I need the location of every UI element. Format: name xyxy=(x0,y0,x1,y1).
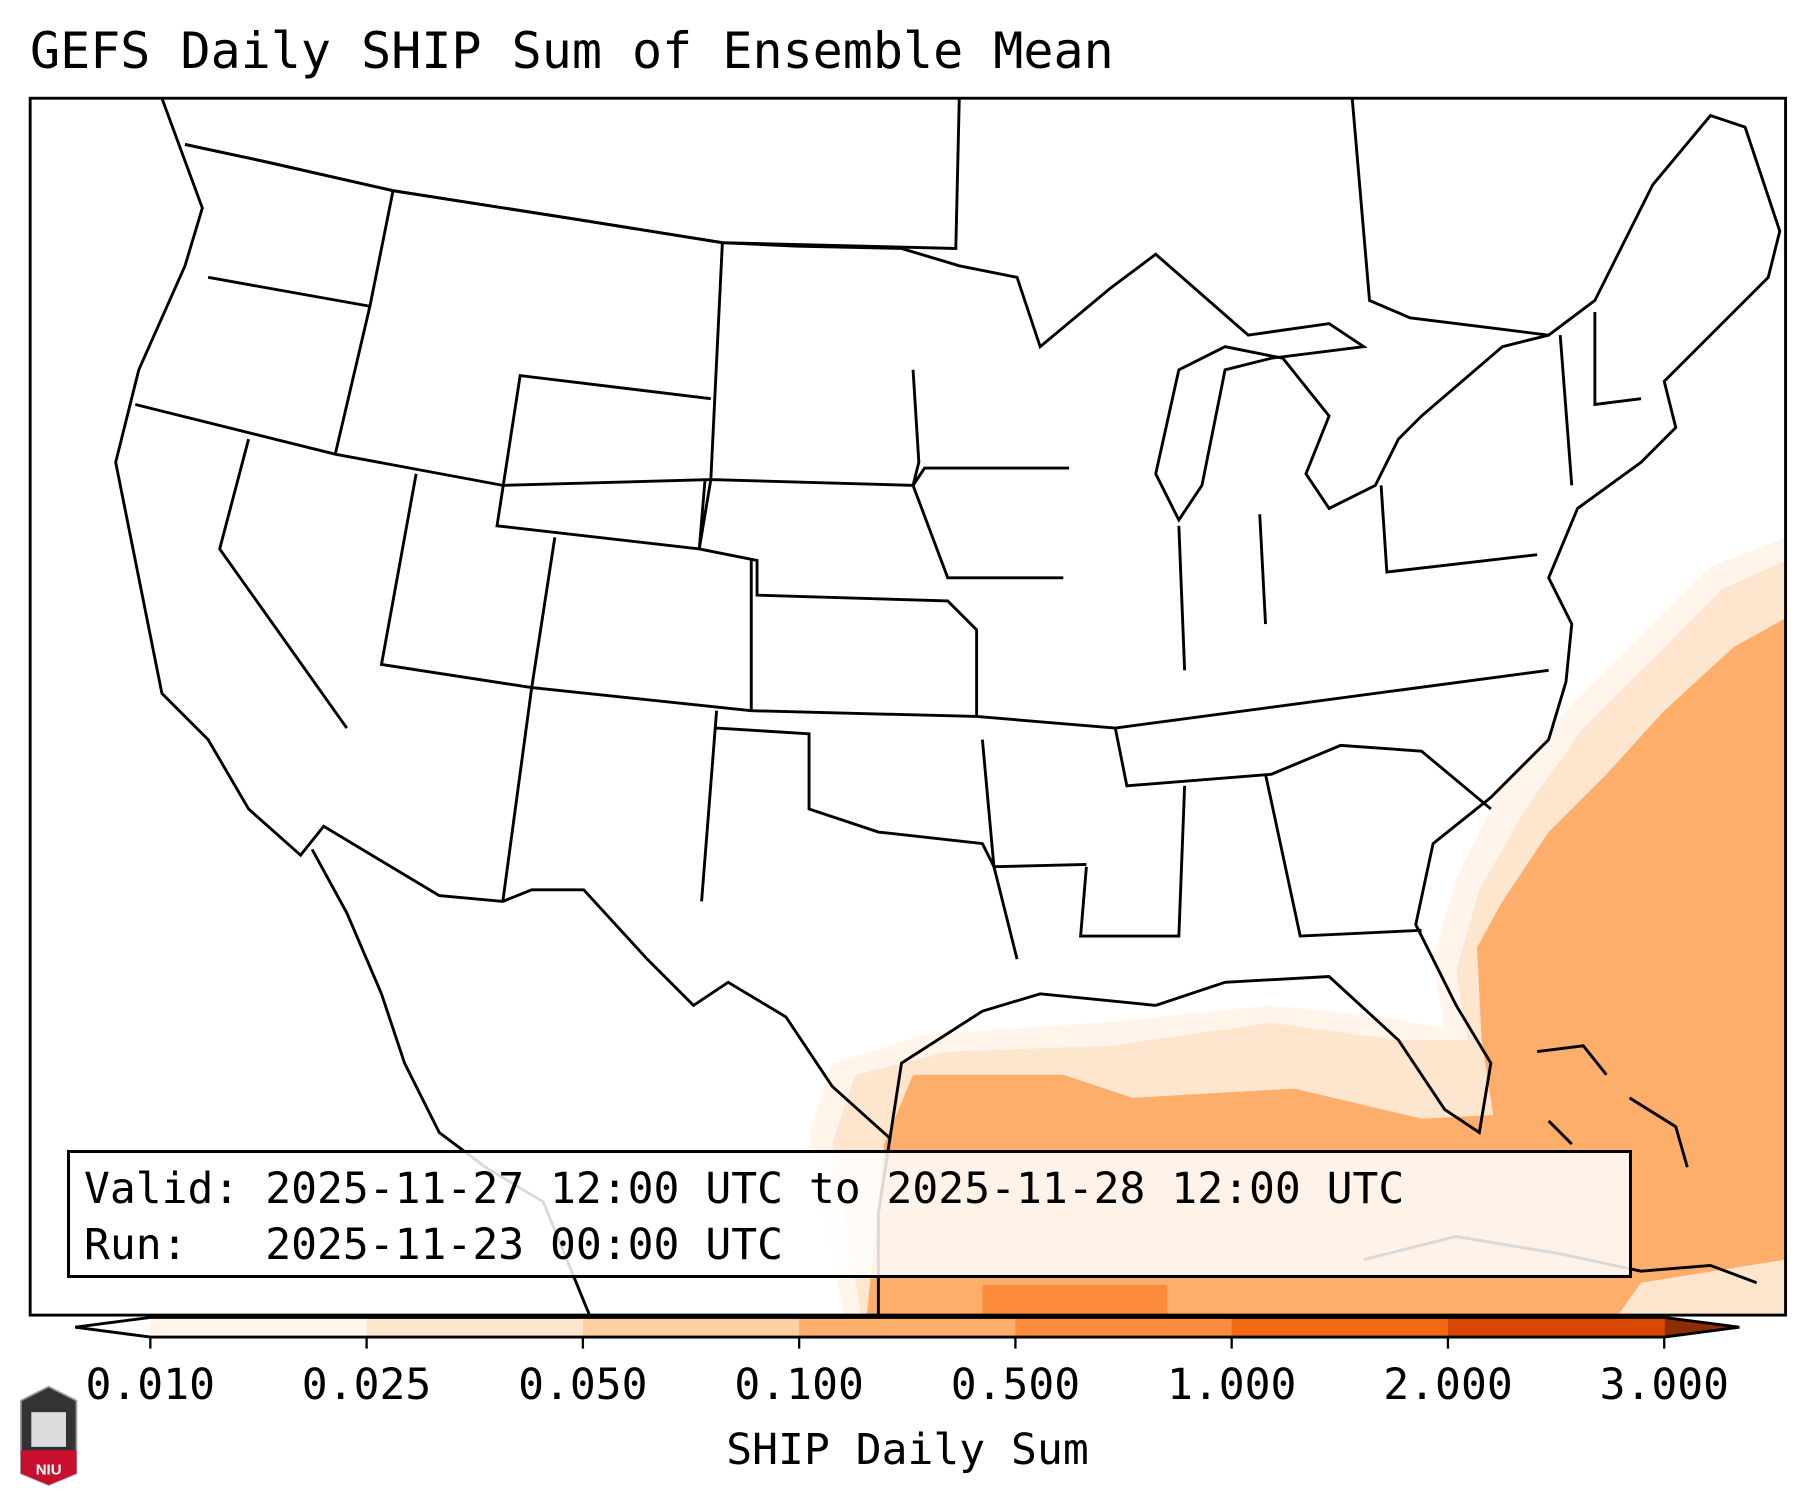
colorbar xyxy=(75,1315,1740,1349)
coastlines-and-borders xyxy=(114,98,1782,1316)
valid-time-text: Valid: 2025-11-27 12:00 UTC to 2025-11-2… xyxy=(84,1164,1405,1214)
colorbar-segment xyxy=(1447,1317,1665,1338)
valid-run-info-box: Valid: 2025-11-27 12:00 UTC to 2025-11-2… xyxy=(67,1150,1632,1278)
logo-text: NIU xyxy=(36,1462,62,1479)
chart-title: GEFS Daily SHIP Sum of Ensemble Mean xyxy=(30,22,1114,80)
niu-logo: NIU xyxy=(20,1385,78,1486)
run-time-text: Run: 2025-11-23 00:00 UTC xyxy=(84,1220,783,1270)
ship-shading xyxy=(809,537,1786,1316)
colorbar-segment xyxy=(150,1317,368,1338)
colorbar-label: SHIP Daily Sum xyxy=(726,1425,1089,1475)
colorbar-tick-label: 0.025 xyxy=(301,1360,432,1410)
colorbar-tick-label: 2.000 xyxy=(1383,1360,1513,1410)
colorbar-under-extension xyxy=(75,1317,151,1338)
us-outline xyxy=(114,98,1782,1142)
colorbar-segment xyxy=(366,1317,584,1338)
colorbar-tick-label: 0.100 xyxy=(734,1360,864,1410)
state-borders xyxy=(134,190,1642,960)
colorbar-segment xyxy=(1015,1317,1233,1338)
colorbar-tick-label: 0.050 xyxy=(518,1360,648,1410)
colorbar-tick-label: 0.500 xyxy=(950,1360,1081,1410)
colorbar-segment xyxy=(1231,1317,1449,1338)
shading-medium xyxy=(866,618,1786,1316)
colorbar-tick-label: 3.000 xyxy=(1599,1360,1730,1410)
map-frame xyxy=(28,96,1787,1317)
colorbar-over-extension xyxy=(1664,1317,1740,1338)
colorbar-segment xyxy=(582,1317,800,1338)
shading-dark xyxy=(982,1285,1168,1316)
colorbar-tick-label: 1.000 xyxy=(1166,1360,1297,1410)
colorbar-segment xyxy=(799,1317,1016,1338)
colorbar-tick-label: 0.010 xyxy=(85,1360,215,1410)
canada-border xyxy=(184,98,1549,337)
